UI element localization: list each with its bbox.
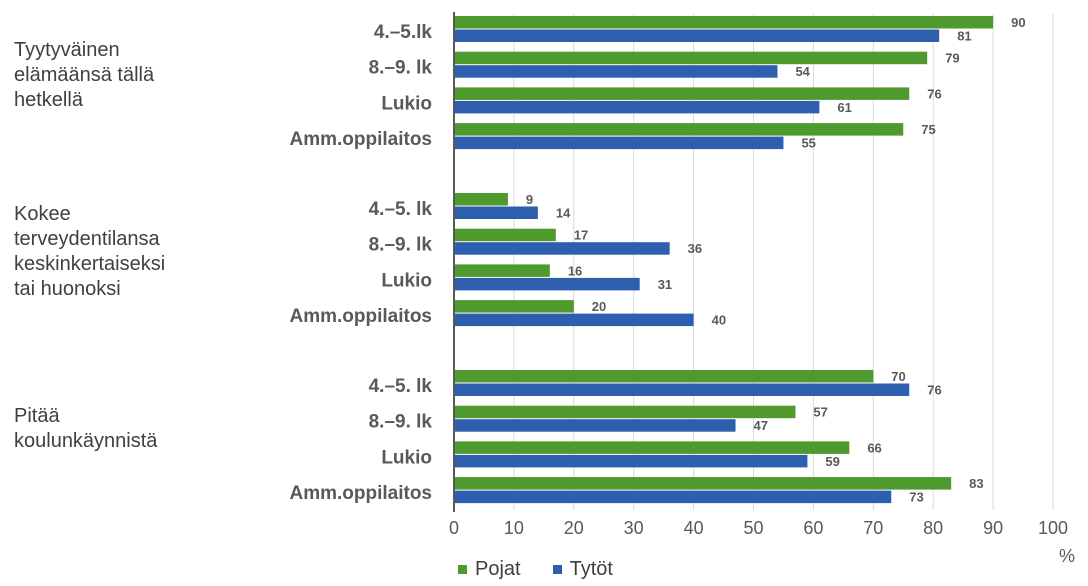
value-label-pojat-g1-c0: 9 xyxy=(526,192,533,207)
category-label-g2-c3: Amm.oppilaitos xyxy=(289,483,432,504)
value-label-tytot-g1-c0: 14 xyxy=(556,206,571,221)
category-label-g0-c0: 4.–5.lk xyxy=(374,22,433,43)
value-label-tytot-g0-c1: 54 xyxy=(795,64,810,79)
bar-tytot-g1-c0 xyxy=(454,206,538,219)
legend-label-pojat: Pojat xyxy=(475,558,521,580)
bar-pojat-g0-c2 xyxy=(454,87,910,100)
value-label-pojat-g1-c1: 17 xyxy=(574,228,588,243)
value-label-pojat-g0-c0: 90 xyxy=(1011,15,1025,30)
bar-tytot-g1-c1 xyxy=(454,242,670,255)
legend-swatch-pojat xyxy=(458,565,467,574)
category-label-g0-c1: 8.–9. lk xyxy=(369,58,433,79)
x-tick-40: 40 xyxy=(684,518,704,538)
bars xyxy=(454,16,994,504)
bar-pojat-g0-c3 xyxy=(454,123,904,136)
category-label-g1-c2: Lukio xyxy=(381,270,432,291)
bar-tytot-g2-c2 xyxy=(454,454,808,468)
bar-pojat-g2-c3 xyxy=(454,477,952,490)
value-label-tytot-g0-c0: 81 xyxy=(957,29,971,44)
value-label-tytot-g1-c3: 40 xyxy=(712,313,726,328)
category-label-g0-c3: Amm.oppilaitos xyxy=(289,129,432,150)
bar-tytot-g2-c3 xyxy=(454,490,892,504)
bar-pojat-g2-c2 xyxy=(454,441,850,454)
bar-tytot-g1-c3 xyxy=(454,313,694,327)
bar-pojat-g1-c2 xyxy=(454,264,550,277)
bar-pojat-g0-c0 xyxy=(454,16,994,29)
x-tick-50: 50 xyxy=(743,518,763,538)
x-tick-80: 80 xyxy=(923,518,943,538)
x-tick-70: 70 xyxy=(863,518,883,538)
bar-tytot-g2-c1 xyxy=(454,419,736,432)
category-label-g1-c0: 4.–5. lk xyxy=(369,199,433,220)
value-label-pojat-g2-c1: 57 xyxy=(813,405,827,420)
x-tick-30: 30 xyxy=(624,518,644,538)
value-label-pojat-g1-c3: 20 xyxy=(592,299,606,314)
x-tick-20: 20 xyxy=(564,518,584,538)
value-label-pojat-g2-c2: 66 xyxy=(867,440,881,455)
bar-tytot-g0-c3 xyxy=(454,136,784,150)
value-label-pojat-g0-c3: 75 xyxy=(921,122,935,137)
value-label-tytot-g2-c3: 73 xyxy=(909,490,923,505)
legend-swatch-tytot xyxy=(552,565,562,574)
legend: Pojat Tytöt xyxy=(458,558,613,581)
value-label-tytot-g1-c2: 31 xyxy=(658,277,672,292)
bar-tytot-g0-c2 xyxy=(454,100,820,114)
bar-pojat-g2-c1 xyxy=(454,405,796,419)
x-tick-60: 60 xyxy=(803,518,823,538)
value-label-pojat-g2-c0: 70 xyxy=(891,369,905,384)
group-label-1: Kokee terveydentilansa keskinkertaiseksi… xyxy=(14,203,166,301)
bar-pojat-g1-c0 xyxy=(454,193,508,206)
bar-pojat-g0-c1 xyxy=(454,51,928,65)
x-tick-10: 10 xyxy=(504,518,524,538)
category-label-g2-c1: 8.–9. lk xyxy=(369,412,433,433)
x-axis-unit-label: % xyxy=(1059,546,1075,566)
category-label-g2-c2: Lukio xyxy=(381,447,432,468)
value-label-pojat-g0-c1: 79 xyxy=(945,51,959,66)
value-label-tytot-g1-c1: 36 xyxy=(688,241,702,256)
value-label-pojat-g1-c2: 16 xyxy=(568,263,582,278)
x-tick-labels: 0 10 20 30 40 50 60 70 80 90 100 xyxy=(449,518,1068,538)
category-label-g0-c2: Lukio xyxy=(381,93,432,114)
category-label-g1-c1: 8.–9. lk xyxy=(369,235,433,256)
group-label-0: Tyytyväinen elämäänsä tällä hetkellä xyxy=(14,38,155,111)
x-tick-100: 100 xyxy=(1038,518,1068,538)
legend-item-tytot: Tytöt xyxy=(552,558,613,581)
value-label-tytot-g2-c0: 76 xyxy=(927,383,941,398)
value-label-tytot-g2-c1: 47 xyxy=(754,418,768,433)
bar-pojat-g1-c1 xyxy=(454,228,556,242)
category-labels: 4.–5.lk 8.–9. lk Lukio Amm.oppilaitos 4.–5. … xyxy=(289,22,432,504)
x-tick-0: 0 xyxy=(449,518,459,538)
value-label-tytot-g0-c2: 61 xyxy=(837,100,851,115)
bar-tytot-g1-c2 xyxy=(454,277,640,291)
legend-label-tytot: Tytöt xyxy=(569,558,613,580)
bar-tytot-g2-c0 xyxy=(454,383,910,396)
legend-item-pojat: Pojat xyxy=(458,558,521,581)
value-label-tytot-g0-c3: 55 xyxy=(801,136,815,151)
bar-pojat-g2-c0 xyxy=(454,370,874,383)
value-label-pojat-g0-c2: 76 xyxy=(927,86,941,101)
group-label-2: Pitää koulunkäynnistä xyxy=(14,405,158,453)
x-tick-90: 90 xyxy=(983,518,1003,538)
bar-tytot-g0-c0 xyxy=(454,29,940,42)
category-label-g2-c0: 4.–5. lk xyxy=(369,376,433,397)
bar-tytot-g0-c1 xyxy=(454,65,778,78)
value-label-tytot-g2-c2: 59 xyxy=(825,454,839,469)
category-label-g1-c3: Amm.oppilaitos xyxy=(289,306,432,327)
value-label-pojat-g2-c3: 83 xyxy=(969,476,983,491)
bar-pojat-g1-c3 xyxy=(454,300,574,313)
